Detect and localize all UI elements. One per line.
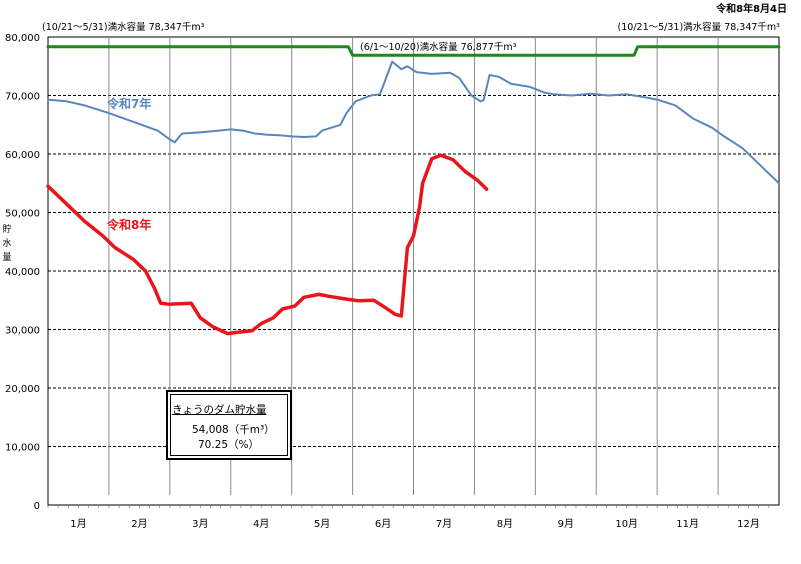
y-label-char: 水 [2, 237, 11, 249]
y-axis-ticks: 0 10,000 20,000 30,000 40,000 50,000 60,000 70,… [5, 33, 40, 512]
x-tick-label: 4月 [253, 518, 269, 530]
y-label-char: 量 [2, 252, 11, 263]
x-tick-label: 5月 [314, 518, 330, 530]
series-label-r7: 令和7年 [106, 96, 151, 111]
today-storage-volume: 54,008（千m³） [192, 424, 275, 436]
grid-lines [47, 36, 780, 506]
x-tick-label: 7月 [436, 518, 452, 530]
y-tick-label: 0 [34, 501, 40, 512]
x-tick-label: 1月 [70, 518, 86, 530]
capacity-label-winter-right: (10/21～5/31)満水容量 78,347千m³ [618, 21, 781, 33]
today-storage-box: きょうのダム貯水量 54,008（千m³） 70.25（%） [166, 390, 292, 460]
x-tick-label: 2月 [131, 518, 147, 530]
series-label-r8: 令和8年 [106, 217, 151, 232]
y-tick-label: 70,000 [5, 92, 40, 103]
x-tick-label: 11月 [676, 518, 699, 530]
today-storage-ratio: 70.25（%） [198, 439, 260, 451]
x-axis-ticks: 1月 2月 3月 4月 5月 6月 7月 8月 9月 10月 11月 12月 [47, 505, 770, 530]
x-tick-label: 10月 [615, 518, 638, 530]
y-tick-label: 30,000 [5, 326, 40, 337]
y-tick-label: 20,000 [5, 384, 40, 395]
y-tick-label: 50,000 [5, 209, 40, 220]
y-tick-label: 40,000 [5, 267, 40, 278]
today-storage-box-inner [170, 394, 288, 456]
y-axis-label: 貯水量 [2, 224, 11, 263]
capacity-label-summer: (6/1～10/20)満水容量 76,877千m³ [360, 41, 517, 53]
series-line-2 [46, 45, 781, 57]
y-tick-label: 10,000 [5, 443, 40, 454]
x-tick-label: 3月 [192, 518, 208, 530]
y-tick-label: 80,000 [5, 33, 40, 44]
capacity-label-winter-left: (10/21～5/31)満水容量 78,347千m³ [42, 21, 205, 33]
y-label-char: 貯 [2, 224, 11, 235]
report-date: 令和8年8月4日 [715, 2, 787, 15]
today-storage-title: きょうのダム貯水量 [172, 404, 267, 416]
data-series [46, 45, 781, 336]
x-tick-label: 12月 [737, 518, 760, 530]
y-tick-label: 60,000 [5, 150, 40, 161]
x-tick-label: 8月 [497, 518, 513, 530]
series-line-1 [46, 153, 489, 336]
series-line-0 [47, 60, 780, 185]
x-tick-label: 9月 [558, 518, 574, 530]
x-tick-label: 6月 [375, 518, 391, 530]
